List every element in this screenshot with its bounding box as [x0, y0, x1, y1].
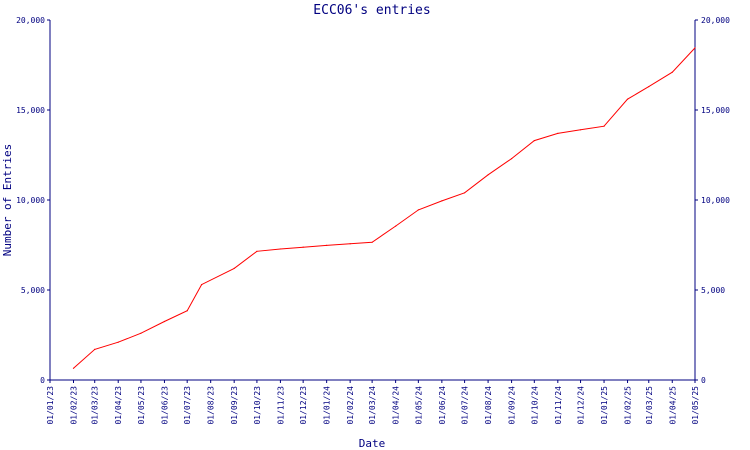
y-tick-label-left: 5,000 [21, 286, 45, 295]
y-tick-label-right: 10,000 [701, 196, 730, 205]
x-tick-label: 01/02/25 [624, 386, 633, 425]
data-point [603, 125, 605, 127]
y-tick-label-right: 15,000 [701, 106, 730, 115]
data-point [163, 320, 166, 323]
x-tick-label: 01/03/25 [645, 386, 654, 425]
y-tick-label-right: 5,000 [701, 286, 725, 295]
data-point [487, 174, 489, 176]
x-tick-label: 01/04/25 [668, 386, 677, 425]
x-tick-label: 01/02/23 [69, 386, 78, 425]
x-tick-label: 01/03/23 [91, 386, 100, 425]
data-point [117, 341, 119, 343]
data-point [140, 332, 142, 334]
data-point [694, 47, 696, 49]
data-point [233, 267, 235, 269]
data-point [648, 86, 650, 88]
x-tick-label: 01/07/23 [183, 386, 192, 425]
data-point [186, 310, 188, 312]
data-point [349, 243, 351, 245]
data-point [72, 367, 75, 369]
data-point [371, 241, 373, 243]
y-tick-label-left: 15,000 [16, 106, 45, 115]
chart-title: ECC06's entries [313, 3, 430, 18]
x-tick-label: 01/04/24 [392, 386, 401, 425]
data-point [256, 250, 258, 252]
x-tick-label: 01/01/23 [46, 386, 55, 425]
y-tick-label-left: 10,000 [16, 196, 45, 205]
x-tick-label: 01/10/24 [530, 386, 539, 425]
x-tick-label: 01/06/23 [160, 386, 169, 425]
x-tick-label: 01/04/23 [114, 386, 123, 425]
data-point [579, 129, 582, 131]
x-tick-label: 01/07/24 [461, 386, 470, 425]
x-tick-label: 01/05/25 [691, 386, 700, 425]
data-point [279, 248, 282, 250]
series-layer [72, 47, 696, 369]
data-point [94, 348, 96, 350]
x-tick-label: 01/06/24 [438, 386, 447, 425]
y-tick-label-right: 20,000 [701, 16, 730, 25]
x-tick-label: 01/12/24 [577, 386, 586, 425]
y-axis-label: Number of Entries [1, 144, 14, 257]
x-tick-label: 01/01/25 [600, 386, 609, 425]
x-tick-label: 01/09/23 [230, 386, 239, 425]
x-tick-label: 01/05/23 [137, 386, 146, 425]
axes [49, 20, 696, 381]
data-point [395, 225, 397, 227]
y-tick-label-left: 0 [40, 376, 45, 385]
x-tick-label: 01/12/23 [299, 386, 308, 425]
series-line [73, 47, 696, 369]
data-point [463, 192, 466, 194]
x-tick-label: 01/11/24 [554, 386, 563, 425]
data-point [200, 284, 203, 286]
x-tick-label: 01/10/23 [253, 386, 262, 425]
y-tick-label-right: 0 [701, 376, 706, 385]
x-tick-label: 01/05/24 [414, 386, 423, 425]
x-tick-label: 01/02/24 [346, 386, 355, 425]
y-ticks: 0 0 5,000 5,000 10,000 10,000 15,000 15,000 20,0… [16, 16, 730, 385]
data-point [417, 209, 419, 211]
data-point [533, 140, 535, 142]
y-tick-label-left: 20,000 [16, 16, 45, 25]
data-point [302, 246, 304, 248]
data-point [441, 200, 443, 202]
x-axis-label: Date [359, 437, 386, 450]
x-tick-label: 01/03/24 [368, 386, 377, 425]
x-tick-label: 01/11/23 [276, 386, 285, 425]
data-point [510, 158, 513, 160]
data-point [626, 98, 629, 100]
data-point [671, 71, 673, 73]
data-point [326, 244, 328, 246]
x-tick-label: 01/08/23 [207, 386, 216, 425]
data-point [557, 132, 559, 134]
x-tick-label: 01/01/24 [323, 386, 332, 425]
x-ticks: 01/01/23 01/02/23 01/03/23 01/04/23 01/05/23… [46, 380, 700, 425]
x-tick-label: 01/09/24 [508, 386, 517, 425]
x-tick-label: 01/08/24 [484, 386, 493, 425]
